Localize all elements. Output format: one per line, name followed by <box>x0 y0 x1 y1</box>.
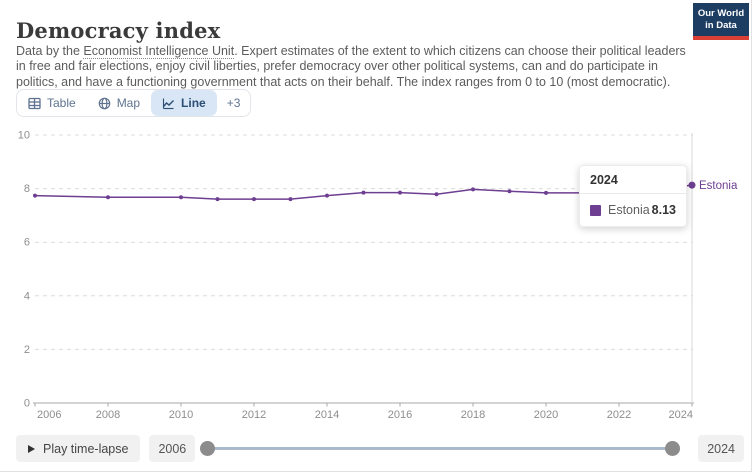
x-tick-label: 2008 <box>96 409 120 421</box>
tab-more-views[interactable]: +3 <box>217 90 251 116</box>
x-tick-label: 2022 <box>607 409 631 421</box>
source-link[interactable]: Economist Intelligence Unit <box>83 43 235 59</box>
play-timelapse-button[interactable]: Play time-lapse <box>16 435 141 462</box>
tab-line-label: Line <box>181 96 206 110</box>
data-point-marker[interactable] <box>507 189 512 194</box>
tab-table-label: Table <box>47 96 76 110</box>
data-point-marker[interactable] <box>544 190 548 195</box>
owid-logo-line2: in Data <box>705 19 737 31</box>
data-point-marker[interactable] <box>325 193 329 198</box>
y-tick-label: 4 <box>24 290 30 302</box>
timeline-end-handle[interactable] <box>665 441 681 456</box>
series-endpoint-dot[interactable] <box>688 181 696 189</box>
tooltip-series-swatch <box>590 204 601 216</box>
x-tick-label: 2018 <box>461 409 485 421</box>
data-point-marker[interactable] <box>179 195 183 200</box>
data-point-marker[interactable] <box>33 193 37 198</box>
view-tabs: Table Map Line +3 <box>16 89 252 117</box>
data-point-marker[interactable] <box>215 197 220 202</box>
chart-subtitle: Data by the Economist Intelligence Unit.… <box>16 43 696 92</box>
series-end-label[interactable]: Estonia <box>699 180 738 192</box>
timeline-slider[interactable] <box>200 435 681 462</box>
subtitle-text-pre: Data by the <box>16 43 84 58</box>
x-tick-label: 2024 <box>669 409 693 421</box>
tab-map-label: Map <box>116 96 141 110</box>
x-tick-label: 2006 <box>37 409 61 421</box>
globe-icon <box>98 97 111 110</box>
tooltip-series-value: 8.13 <box>651 203 676 217</box>
tab-line[interactable]: Line <box>151 90 217 116</box>
owid-logo[interactable]: Our World in Data <box>693 3 749 40</box>
timeline-controls: Play time-lapse 2006 2024 <box>16 435 744 462</box>
tooltip-year: 2024 <box>580 166 686 194</box>
tab-map[interactable]: Map <box>87 90 151 116</box>
play-timelapse-label: Play time-lapse <box>43 441 129 456</box>
y-tick-label: 0 <box>24 398 30 410</box>
y-tick-label: 10 <box>18 130 30 142</box>
tooltip-series-name: Estonia <box>608 203 650 217</box>
timeline-slider-track[interactable] <box>208 447 673 450</box>
line-chart-icon <box>162 97 175 110</box>
timeline-end-year: 2024 <box>698 435 744 462</box>
data-point-marker[interactable] <box>361 190 366 195</box>
x-tick-label: 2016 <box>388 409 412 421</box>
y-tick-label: 8 <box>24 183 30 195</box>
tab-table[interactable]: Table <box>17 90 87 116</box>
data-point-marker[interactable] <box>106 195 110 200</box>
owid-logo-line1: Our World <box>697 8 745 19</box>
table-icon <box>28 97 41 110</box>
data-point-marker[interactable] <box>398 190 402 195</box>
data-point-marker[interactable] <box>471 187 475 192</box>
y-tick-label: 2 <box>24 344 30 356</box>
data-point-marker[interactable] <box>288 197 293 202</box>
timeline-start-year: 2006 <box>149 435 196 462</box>
tab-more-label: +3 <box>226 96 241 110</box>
data-point-marker[interactable] <box>434 192 439 197</box>
play-icon <box>28 444 35 453</box>
data-point-marker[interactable] <box>252 197 256 202</box>
y-tick-label: 6 <box>24 237 30 249</box>
x-tick-label: 2020 <box>534 409 558 421</box>
timeline-start-handle[interactable] <box>200 441 216 456</box>
x-tick-label: 2012 <box>242 409 266 421</box>
x-tick-label: 2014 <box>315 409 339 421</box>
subtitle-text-post: . Expert estimates of the extent to whic… <box>16 43 686 90</box>
chart-tooltip: 2024 Estonia 8.13 <box>579 165 687 227</box>
x-tick-label: 2010 <box>169 409 193 421</box>
page-title: Democracy index <box>16 18 221 44</box>
tooltip-row: Estonia 8.13 <box>580 194 686 226</box>
